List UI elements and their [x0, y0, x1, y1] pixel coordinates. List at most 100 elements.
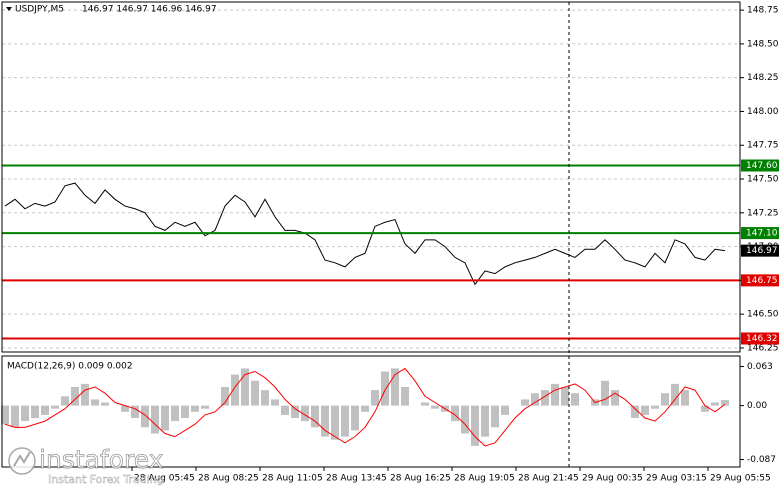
macd-bar: [231, 374, 239, 406]
macd-bar: [51, 405, 59, 409]
level-label-box: [741, 159, 779, 172]
y-tick-label: 148.50: [747, 39, 779, 49]
macd-bar: [721, 400, 729, 406]
level-label: 147.60: [746, 161, 778, 171]
x-tick-label: 29 Aug 00:35: [582, 474, 643, 484]
macd-bar: [561, 387, 569, 406]
level-label: 147.10: [746, 229, 778, 239]
signal-line: [4, 367, 726, 447]
macd-bar: [271, 399, 279, 406]
macd-bar: [321, 405, 329, 437]
macd-bar: [531, 393, 539, 406]
x-tick-label: 28 Aug 21:45: [518, 474, 579, 484]
y-tick-label: 148.75: [747, 6, 779, 16]
macd-bar: [121, 405, 129, 412]
macd-bar: [671, 383, 679, 406]
macd-bar: [401, 387, 409, 406]
macd-bar: [311, 405, 319, 428]
macd-bar: [41, 405, 49, 415]
axis-layer: 148.75 148.50 148.25 148.00 147.75 147.50 147.…: [131, 6, 779, 484]
level-label-box: [741, 274, 779, 287]
ohlc-label: 146.97 146.97 146.96 146.97: [82, 5, 217, 15]
macd-bar: [11, 405, 19, 428]
y-tick-label: 147.50: [747, 175, 779, 185]
macd-bar: [1, 405, 9, 425]
macd-bar: [371, 390, 379, 406]
macd-bar: [341, 405, 349, 437]
macd-bar: [21, 405, 29, 422]
macd-bar: [331, 405, 339, 440]
price-line: [4, 182, 726, 286]
macd-bar: [701, 405, 709, 412]
macd-bar: [521, 399, 529, 406]
level-label-box: [741, 227, 779, 240]
watermark-logo: [8, 447, 36, 475]
macd-bar: [151, 405, 159, 434]
y-tick-label: 0.00: [747, 401, 767, 411]
macd-bar: [551, 383, 559, 406]
x-tick-label: 28 Aug 08:25: [198, 474, 259, 484]
title-arrow: [6, 7, 12, 11]
y-tick-label: 148.25: [747, 73, 779, 83]
macd-bar: [461, 405, 469, 434]
y-tick-label: 147.25: [747, 208, 779, 218]
x-tick-label: 28 Aug 05:45: [134, 474, 195, 484]
macd-bar: [61, 396, 69, 406]
macd-bar: [711, 402, 719, 406]
x-tick-label: 29 Aug 05:55: [710, 474, 771, 484]
y-tick-label: 148.00: [747, 107, 779, 117]
y-tick-label: 146.25: [747, 343, 779, 353]
level-label: 146.32: [746, 334, 778, 344]
y-tick-label: 0.063: [747, 362, 773, 372]
macd-bar: [191, 405, 199, 412]
watermark-logo-mark: [13, 451, 31, 467]
macd-bar: [351, 405, 359, 431]
macd-bar: [281, 405, 289, 415]
macd-bar: [421, 402, 429, 406]
macd-bar: [451, 405, 459, 422]
macd-bar: [201, 405, 209, 409]
macd-bar: [241, 368, 249, 406]
macd-bar: [391, 368, 399, 406]
watermark-tagline: Instant Forex Trading: [48, 473, 164, 486]
data-layer: [1, 164, 740, 447]
macd-bar: [141, 405, 149, 428]
macd-bar: [431, 405, 439, 409]
macd-panel-frame: [1, 355, 741, 468]
macd-bar: [301, 405, 309, 422]
level-label-box: [741, 332, 779, 345]
macd-bar: [251, 380, 259, 406]
watermark-brand: instaforex: [39, 445, 164, 474]
macd-bar: [381, 371, 389, 406]
macd-bar: [91, 399, 99, 406]
macd-bar: [651, 405, 659, 409]
price-panel-frame: [1, 1, 741, 353]
macd-bar: [181, 405, 189, 419]
macd-bar: [601, 380, 609, 406]
macd-bar: [101, 402, 109, 406]
macd-bar: [611, 390, 619, 406]
macd-bar: [261, 390, 269, 406]
macd-bar: [31, 405, 39, 419]
y-tick-label: 147.75: [747, 141, 779, 151]
x-tick-label: 28 Aug 13:45: [326, 474, 387, 484]
macd-bar: [501, 405, 509, 415]
macd-bar: [131, 405, 139, 419]
macd-bar: [71, 387, 79, 406]
macd-bar: [471, 405, 479, 446]
macd-bar: [81, 383, 89, 406]
macd-bar: [221, 387, 229, 406]
macd-bar: [171, 405, 179, 422]
macd-bar: [661, 393, 669, 406]
x-tick-label: 28 Aug 11:05: [262, 474, 323, 484]
x-tick-label: 28 Aug 16:25: [390, 474, 451, 484]
y-tick-label: 146.50: [747, 310, 779, 320]
macd-bar: [641, 405, 649, 415]
macd-bar: [541, 390, 549, 406]
chart-title: USDJPY,M5: [15, 5, 64, 15]
macd-bar: [481, 405, 489, 437]
level-label: 146.75: [746, 276, 778, 286]
y-tick-label: -0.087: [747, 455, 776, 465]
